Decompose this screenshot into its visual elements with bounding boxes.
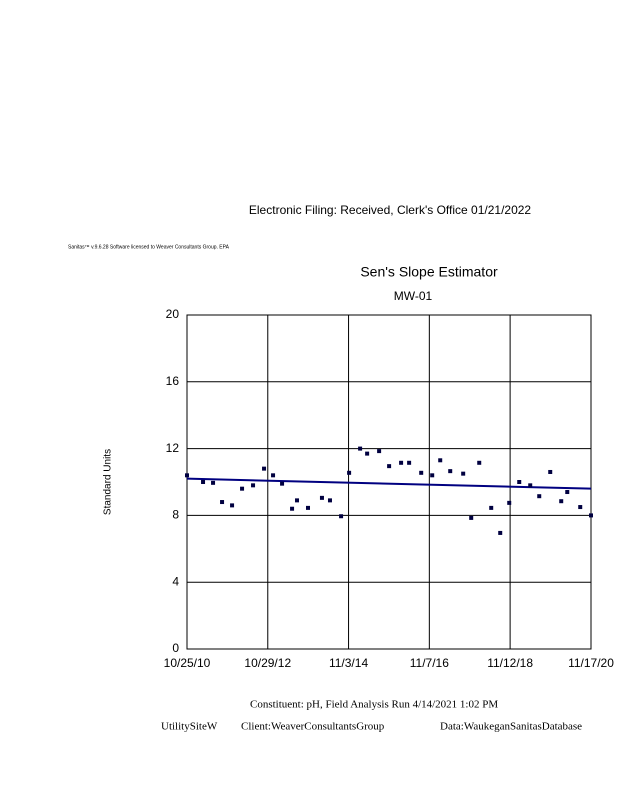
- y-tick-label: 4: [172, 574, 179, 588]
- y-tick-label: 12: [166, 441, 180, 455]
- x-tick-label: 11/3/14: [329, 656, 368, 670]
- data-point: [448, 469, 453, 474]
- y-tick-label: 20: [166, 307, 180, 321]
- x-tick-label: 11/17/20: [568, 656, 614, 670]
- footer-data: Data:WaukeganSanitasDatabase: [440, 721, 582, 733]
- data-point: [347, 470, 352, 475]
- data-point: [589, 513, 593, 518]
- x-tick-label: 11/7/16: [410, 656, 449, 670]
- data-point: [399, 460, 404, 465]
- data-point: [230, 503, 235, 508]
- footer-constituent: Constituent: pH, Field Analysis Run 4/14…: [250, 699, 498, 711]
- chart-title: Sen's Slope Estimator: [360, 264, 498, 280]
- y-tick-label: 0: [172, 641, 179, 655]
- data-point: [419, 470, 424, 475]
- data-point: [251, 483, 256, 488]
- data-point: [240, 486, 245, 491]
- data-point: [365, 451, 370, 456]
- data-point: [537, 494, 542, 499]
- data-point: [319, 495, 324, 500]
- data-point: [220, 500, 225, 505]
- data-point: [262, 466, 267, 471]
- data-point: [271, 473, 276, 478]
- data-point: [407, 460, 412, 465]
- data-point: [295, 498, 300, 503]
- header: Electronic Filing: Received, Clerk's Off…: [249, 203, 532, 217]
- trend-line: [186, 477, 592, 490]
- y-axis-label: Standard Units: [103, 449, 114, 515]
- x-tick-label: 10/25/10: [164, 656, 211, 670]
- data-point: [358, 446, 363, 451]
- data-point: [578, 505, 583, 510]
- data-point: [477, 460, 482, 465]
- data-point: [211, 480, 216, 485]
- data-point: [339, 514, 344, 519]
- license: Sanitas™ v.9.6.28 Software licensed to W…: [68, 244, 230, 250]
- footer-site: UtilitySiteW: [161, 721, 218, 733]
- data-point: [438, 458, 443, 463]
- y-tick-label: 16: [166, 374, 180, 388]
- data-point: [306, 505, 311, 510]
- data-point: [548, 469, 553, 474]
- data-point: [517, 480, 522, 484]
- data-point: [387, 464, 392, 469]
- data-point: [201, 480, 206, 484]
- data-point: [528, 483, 533, 488]
- data-point: [565, 490, 570, 495]
- plot-border: [186, 314, 592, 650]
- data-point: [290, 506, 295, 511]
- chart-subtitle: MW-01: [394, 289, 433, 303]
- data-point: [559, 499, 564, 504]
- data-point: [377, 449, 382, 454]
- data-point: [507, 500, 512, 505]
- data-point: [430, 473, 435, 478]
- y-tick-label: 8: [172, 508, 179, 522]
- footer-client: Client:WeaverConsultantsGroup: [241, 721, 385, 733]
- data-point: [469, 515, 474, 520]
- data-point: [280, 481, 285, 486]
- data-point: [185, 473, 189, 478]
- data-point: [489, 505, 494, 510]
- data-point: [498, 530, 503, 535]
- x-tick-label: 10/29/12: [244, 656, 291, 670]
- x-tick-label: 11/12/18: [487, 656, 533, 670]
- data-point: [327, 498, 332, 503]
- data-point: [461, 471, 466, 476]
